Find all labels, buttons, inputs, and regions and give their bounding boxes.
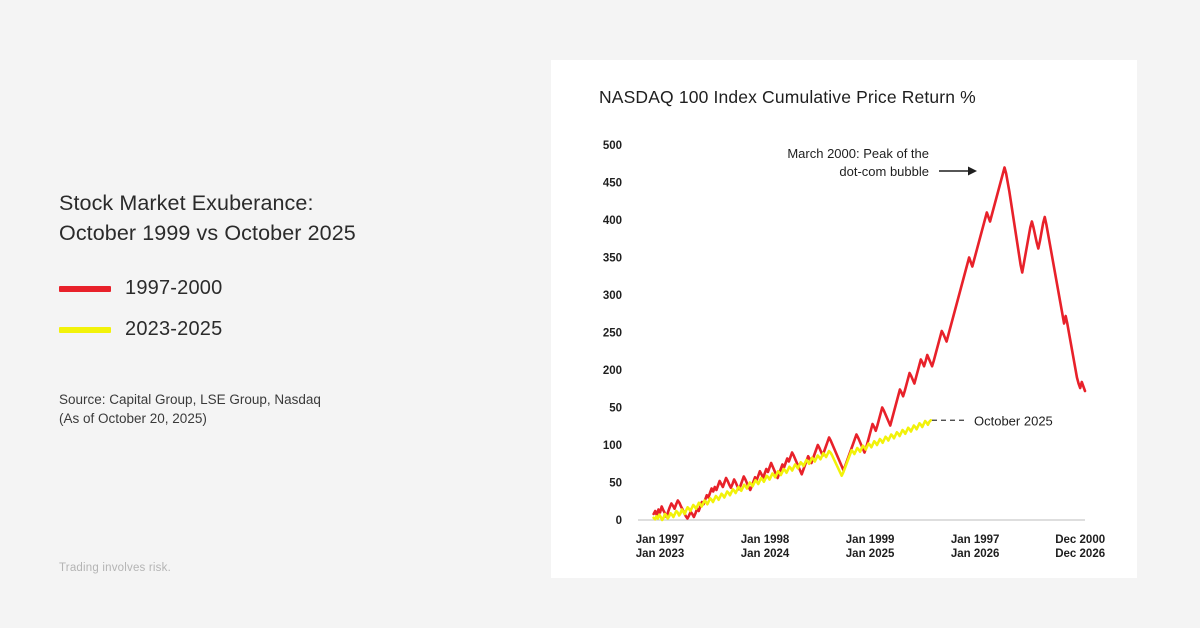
headline-line-2: October 1999 vs October 2025	[59, 221, 356, 245]
x-tick-label-bottom: Jan 2024	[741, 548, 790, 560]
legend-item-1997-2000: 1997-2000	[59, 268, 222, 309]
legend-swatch-yellow	[59, 326, 111, 333]
peak-annotation-arrowhead	[968, 166, 977, 176]
x-tick-label-top: Jan 1997	[951, 534, 1000, 546]
chart-card: NASDAQ 100 Index Cumulative Price Return…	[551, 60, 1137, 578]
source-line-2: (As of October 20, 2025)	[59, 411, 207, 426]
x-axis-ticks: Jan 1997 Jan 2023 Jan 1998 Jan 2024 Jan 1999…	[636, 534, 1105, 560]
october-2025-annotation: October 2025	[932, 413, 1053, 428]
october-2025-label: October 2025	[974, 413, 1053, 428]
x-tick-label-top: Jan 1997	[636, 534, 685, 546]
page-title: Stock Market Exuberance: October 1999 vs…	[59, 188, 489, 248]
peak-annotation-line-2: dot-com bubble	[839, 164, 929, 179]
y-tick-label: 250	[603, 328, 622, 340]
y-tick-label: 50	[609, 403, 622, 415]
legend-label-1997-2000: 1997-2000	[125, 277, 223, 299]
y-tick-label: 400	[603, 215, 622, 227]
chart-legend: 1997-2000 2023-2025	[59, 268, 222, 350]
x-tick-label-bottom: Jan 2023	[636, 548, 685, 560]
series-line-1997-2000	[652, 166, 1087, 520]
legend-item-2023-2025: 2023-2025	[59, 309, 222, 350]
x-tick-label-top: Jan 1998	[741, 534, 790, 546]
x-tick-label-bottom: Jan 2026	[951, 548, 1000, 560]
y-tick-label: 450	[603, 178, 622, 190]
source-line-1: Source: Capital Group, LSE Group, Nasdaq	[59, 392, 321, 407]
y-tick-label: 300	[603, 290, 622, 302]
source-note: Source: Capital Group, LSE Group, Nasdaq…	[59, 390, 479, 428]
chart-title: NASDAQ 100 Index Cumulative Price Return…	[599, 87, 976, 107]
x-tick-label-bottom: Jan 2025	[846, 548, 895, 560]
legend-swatch-red	[59, 285, 111, 292]
series-line-2023-2025	[652, 418, 933, 522]
headline-line-1: Stock Market Exuberance:	[59, 191, 314, 215]
peak-annotation-line-1: March 2000: Peak of the	[787, 146, 929, 161]
left-info-panel: Stock Market Exuberance: October 1999 vs…	[0, 0, 551, 628]
x-tick-label-top: Dec 2000	[1055, 534, 1105, 546]
y-tick-label: 0	[616, 515, 622, 527]
peak-annotation: March 2000: Peak of the dot-com bubble	[787, 146, 977, 179]
y-tick-label: 500	[603, 140, 622, 152]
y-tick-label: 350	[603, 253, 622, 265]
y-tick-label: 100	[603, 440, 622, 452]
legend-label-2023-2025: 2023-2025	[125, 318, 223, 340]
y-tick-label: 50	[609, 478, 622, 490]
disclaimer-text: Trading involves risk.	[59, 562, 171, 574]
x-tick-label-top: Jan 1999	[846, 534, 895, 546]
y-tick-label: 200	[603, 365, 622, 377]
x-tick-label-bottom: Dec 2026	[1055, 548, 1105, 560]
